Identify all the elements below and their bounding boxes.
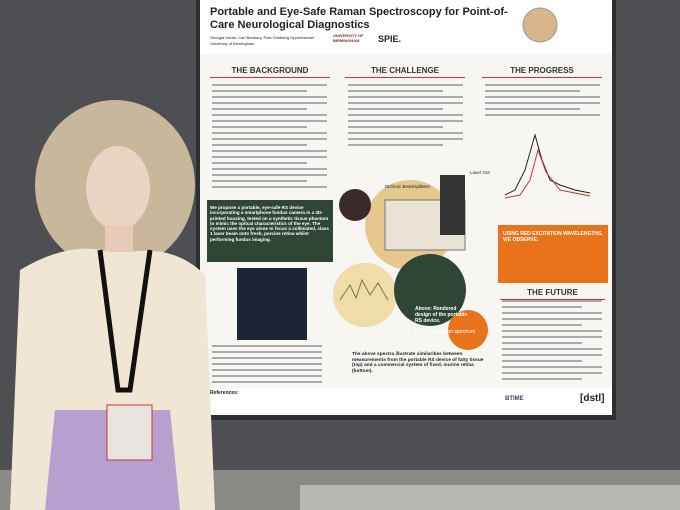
text-line (212, 375, 322, 377)
text-line (212, 345, 322, 347)
text-line (212, 90, 307, 92)
text-line (348, 132, 463, 134)
text-line (212, 162, 307, 164)
proposal-text: We propose a portable, eye-safe RS devic… (210, 205, 329, 242)
text-line (212, 114, 327, 116)
section-heading: THE PROGRESS (482, 66, 602, 79)
floor-tiles (300, 485, 680, 510)
badge (106, 404, 153, 461)
text-line (212, 132, 327, 134)
text-line (212, 96, 327, 98)
text-line (212, 84, 327, 86)
text-line (212, 168, 327, 170)
text-line (212, 138, 327, 140)
face (86, 146, 150, 230)
left-caption: Left: Comparison spectrum (415, 329, 476, 335)
footer-logo: BTIME (505, 396, 524, 402)
spectrum-trace (339, 278, 389, 301)
logo: UNIVERSITY OF BIRMINGHAM (333, 33, 364, 43)
text-line (212, 150, 327, 152)
section-heading: THE CHALLENGE (345, 66, 465, 79)
spectra-caption: The above spectra illustrate similaritie… (352, 352, 484, 374)
text-line (348, 126, 443, 128)
text-line (212, 363, 322, 365)
text-line (348, 90, 443, 92)
poster-title: Portable and Eye-Safe Raman Spectroscopy… (210, 6, 508, 31)
text-line (348, 84, 463, 86)
text-line (502, 342, 582, 344)
text-line (212, 144, 307, 146)
text-line (212, 174, 327, 176)
text-line (212, 120, 327, 122)
footer-logo: [dstl] (580, 393, 605, 404)
text-line (212, 351, 322, 353)
text-line (502, 312, 602, 314)
text-line (348, 96, 463, 98)
text-line (502, 372, 602, 374)
text-line (212, 156, 327, 158)
text-line (485, 90, 580, 92)
observe-box (498, 225, 608, 283)
diagram-label: Dichroic Beamsplitters (385, 184, 430, 189)
text-line (348, 114, 463, 116)
text-line (502, 324, 582, 326)
logo: SPIE. (378, 34, 402, 44)
text-line (502, 378, 582, 380)
poster-footer (200, 388, 612, 415)
text-line (502, 300, 602, 302)
text-line (212, 381, 322, 383)
author-photo (522, 7, 558, 43)
proposal-box (207, 200, 333, 262)
render-caption: Above: Rendered design of the portable R… (415, 306, 468, 324)
text-line (502, 348, 602, 350)
section-heading: THE BACKGROUND (210, 66, 330, 79)
text-line (212, 186, 327, 188)
text-line (485, 96, 600, 98)
text-line (348, 144, 443, 146)
text-line (502, 360, 582, 362)
text-line (502, 354, 602, 356)
fundus-photo (237, 268, 307, 340)
text-line (502, 366, 602, 368)
text-line (212, 108, 307, 110)
text-line (485, 108, 580, 110)
text-line (502, 336, 602, 338)
section-heading: THE FUTURE (500, 288, 605, 301)
lanyard (97, 249, 153, 393)
text-line (348, 102, 463, 104)
text-line (212, 369, 322, 371)
references: References: (210, 390, 239, 396)
text-line (502, 318, 602, 320)
diagram-label: Laser Out (470, 170, 490, 175)
text-line (502, 330, 602, 332)
observe-heading: USING RED EXCITATION WAVELENGTHS, WE OBS… (503, 231, 603, 243)
text-line (348, 120, 463, 122)
spectrum-circle (333, 263, 397, 327)
neck (105, 225, 133, 255)
text-line (348, 108, 443, 110)
affiliation: University of Birmingham (210, 41, 255, 46)
eye-model (339, 189, 371, 221)
progress-spectrum-2 (504, 148, 591, 199)
authors: Georgia Harris, Carl Banbury, Pola Goldb… (210, 35, 315, 40)
text-line (502, 306, 582, 308)
text-line (348, 138, 463, 140)
text-line (485, 84, 600, 86)
device-camera (440, 175, 465, 235)
text-line (212, 180, 307, 182)
text-line (485, 102, 600, 104)
orange-dot (448, 310, 488, 350)
text-line (485, 114, 600, 116)
text-line (212, 102, 327, 104)
text-line (212, 126, 307, 128)
comparison-circle (394, 254, 466, 326)
text-line (212, 357, 322, 359)
